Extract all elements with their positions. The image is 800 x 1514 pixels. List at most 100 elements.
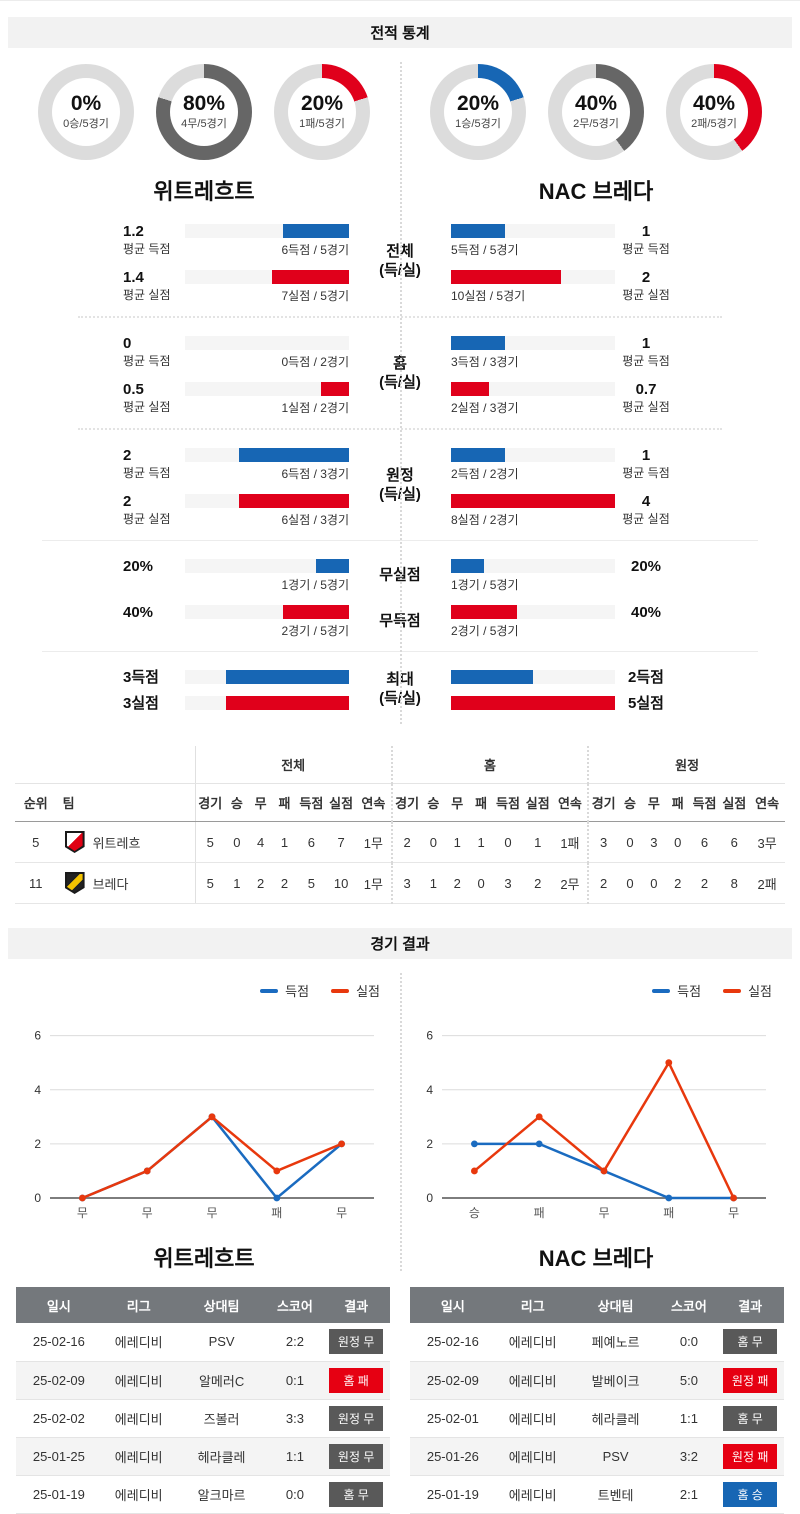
svg-text:2: 2 — [34, 1137, 41, 1151]
overall-away-concede-bar: 10실점 / 5경기 — [451, 270, 615, 304]
away-section-away-goal-bar: 2득점 / 2경기 — [451, 448, 615, 482]
no-goal-home-pct: 40% — [123, 604, 154, 621]
result-badge: 원정 무 — [329, 1443, 384, 1469]
stats-section-title: 전적 통계 — [370, 25, 430, 42]
away-goals-line-chart: 0 2 4 6 승 패 무 패 무 — [426, 1029, 766, 1220]
max-home-concede-bar — [185, 696, 349, 712]
away-section-home-goal-stat: 2 평균 득점 — [123, 447, 171, 481]
away-matches-title: NAC 브레다 — [538, 1246, 654, 1271]
match-row: 25-01-25 에레디비 헤라클레 1:1 원정 무 — [16, 1437, 390, 1476]
home-win-pct: 0% — [70, 92, 102, 115]
no-goal-away-pct: 40% — [630, 604, 662, 621]
away-match-table: 일시 리그 상대팀 스코어 결과 25-02-16 에레디비 페예노르 0:0 홈 … — [410, 1287, 784, 1514]
svg-text:무: 무 — [206, 1206, 217, 1220]
away-section-home-concede-stat: 2 평균 실점 — [123, 493, 171, 527]
col-rank: 순위 — [15, 783, 57, 822]
divider — [42, 651, 758, 652]
away-section-label: 원정 (득/실) — [379, 463, 421, 506]
table-row: 5 위트레흐 5 0 4 1 6 7 1무 2 0 1 1 0 1 1패 3 0 — [15, 821, 785, 863]
overall-away-concede-stat: 2 평균 실점 — [622, 269, 670, 303]
max-away-concede-bar — [451, 696, 615, 712]
away-section-away-concede-stat: 4 평균 실점 — [622, 493, 670, 527]
max-home-goal-bar — [185, 670, 349, 686]
overall-away-goal-bar: 5득점 / 5경기 — [451, 224, 615, 258]
result-badge: 홈 무 — [329, 1481, 384, 1507]
match-row: 25-02-01 에레디비 헤라클레 1:1 홈 무 — [410, 1399, 784, 1438]
clean-sheet-label: 무실점 — [379, 563, 421, 587]
away-team-name: NAC 브레다 — [538, 179, 654, 204]
home-draw-pct: 80% — [182, 92, 226, 115]
goals-legend-swatch — [652, 988, 671, 993]
result-badge: 홈 무 — [723, 1329, 778, 1355]
svg-text:4: 4 — [34, 1083, 41, 1097]
overall-home-concede-bar: 7실점 / 5경기 — [185, 270, 349, 304]
overall-home-goal-stat: 1.2 평균 득점 — [123, 223, 171, 257]
group-header-overall: 전체 — [194, 746, 392, 784]
away-section-home-concede-bar: 6실점 / 3경기 — [185, 494, 349, 528]
clean-sheet-home-bar: 1경기 / 5경기 — [185, 559, 349, 593]
svg-text:0: 0 — [34, 1191, 41, 1205]
max-away-goal-label: 2득점 — [628, 669, 664, 686]
home-match-table: 일시 리그 상대팀 스코어 결과 25-02-16 에레디비 PSV 2:2 원정 … — [16, 1287, 390, 1514]
result-badge: 원정 무 — [329, 1329, 384, 1355]
clean-sheet-away-bar: 1경기 / 5경기 — [451, 559, 615, 593]
svg-text:패: 패 — [534, 1206, 545, 1220]
result-badge: 원정 패 — [723, 1443, 778, 1469]
svg-text:6: 6 — [426, 1029, 433, 1043]
away-draw-pct: 40% — [574, 92, 618, 115]
overall-home-goal-bar: 6득점 / 5경기 — [185, 224, 349, 258]
no-goal-label: 무득점 — [379, 609, 421, 633]
away-chart-legend: 득점 실점 — [406, 973, 786, 1006]
max-home-concede-label: 3실점 — [123, 695, 159, 712]
away-loss-pct: 40% — [692, 92, 736, 115]
home-section-home-goal-bar: 0득점 / 2경기 — [185, 336, 349, 370]
col-team: 팀 — [56, 783, 196, 822]
svg-text:무: 무 — [598, 1206, 609, 1220]
home-donuts-half: 0% 0승/5경기 80% 4무/5경기 20% 1패/5경기 — [8, 48, 400, 210]
match-row: 25-02-16 에레디비 페예노르 0:0 홈 무 — [410, 1323, 784, 1362]
comparison-group-away: 2 평균 득점 6득점 / 3경기 2득점 / 2경기 1 평균 득점 — [8, 448, 792, 528]
divider — [42, 540, 758, 541]
stats-section: 0% 0승/5경기 80% 4무/5경기 20% 1패/5경기 — [8, 48, 792, 730]
result-badge: 홈 무 — [723, 1405, 778, 1431]
max-home-goal-label: 3득점 — [123, 669, 159, 686]
home-section-home-goal-stat: 0 평균 득점 — [123, 335, 171, 369]
max-away-goal-bar — [451, 670, 615, 686]
no-goal-away-bar: 2경기 / 5경기 — [451, 605, 615, 639]
svg-text:무: 무 — [336, 1206, 347, 1220]
svg-text:승: 승 — [469, 1206, 480, 1220]
stats-section-header: 전적 통계 — [8, 17, 792, 48]
overall-away-goal-stat: 1 평균 득점 — [622, 223, 670, 257]
group-header-away: 원정 — [587, 746, 785, 784]
away-draw-sub: 2무/5경기 — [573, 118, 619, 130]
conceded-legend-swatch — [723, 988, 742, 993]
group-header-home: 홈 — [390, 746, 589, 784]
divider — [78, 316, 722, 318]
match-row: 25-01-19 에레디비 알크마르 0:0 홈 무 — [16, 1475, 390, 1514]
home-draw-sub: 4무/5경기 — [181, 118, 227, 130]
away-section-home-goal-bar: 6득점 / 3경기 — [185, 448, 349, 482]
home-chart-legend: 득점 실점 — [14, 973, 394, 1006]
away-chart-box: 득점 실점 0 2 4 6 승 패 무 패 무 — [400, 973, 792, 1233]
results-section: 득점 실점 0 2 4 6 무 무 무 패 무 득점 실점 0 2 4 6 승 패 무 패 무 위트레흐트 NA… — [8, 959, 792, 1277]
result-badge: 홈 패 — [329, 1367, 384, 1393]
comparison-group-overall: 1.2 평균 득점 6득점 / 5경기 5득점 / 5경기 1 평균 득점 — [8, 224, 792, 304]
league-ranking-table: 전체 홈 원정 순위 팀 경기 승 무 패 득점 실점 연속 경기 승 무 패 … — [15, 746, 785, 904]
home-matches-title: 위트레흐트 — [153, 1246, 255, 1271]
comparison-group-clean-sheet: 20% 1경기 / 5경기 1경기 / 5경기 20% — [8, 559, 792, 593]
home-section-away-concede-bar: 2실점 / 3경기 — [451, 382, 615, 416]
svg-text:무: 무 — [728, 1206, 739, 1220]
utrecht-crest-icon — [64, 831, 85, 853]
match-row: 25-02-09 에레디비 알메러C 0:1 홈 패 — [16, 1361, 390, 1400]
clean-sheet-away-pct: 20% — [630, 558, 662, 575]
home-win-donut: 0% 0승/5경기 — [38, 64, 134, 160]
overall-label: 전체 (득/실) — [379, 239, 421, 282]
away-section-away-concede-bar: 8실점 / 2경기 — [451, 494, 615, 528]
recent-matches: 일시 리그 상대팀 스코어 결과 25-02-16 에레디비 PSV 2:2 원정 … — [8, 1277, 792, 1514]
svg-text:4: 4 — [426, 1083, 433, 1097]
svg-text:무: 무 — [142, 1206, 153, 1220]
conceded-legend-swatch — [331, 988, 350, 993]
breda-crest-icon — [64, 872, 85, 894]
away-win-donut: 20% 1승/5경기 — [430, 64, 526, 160]
